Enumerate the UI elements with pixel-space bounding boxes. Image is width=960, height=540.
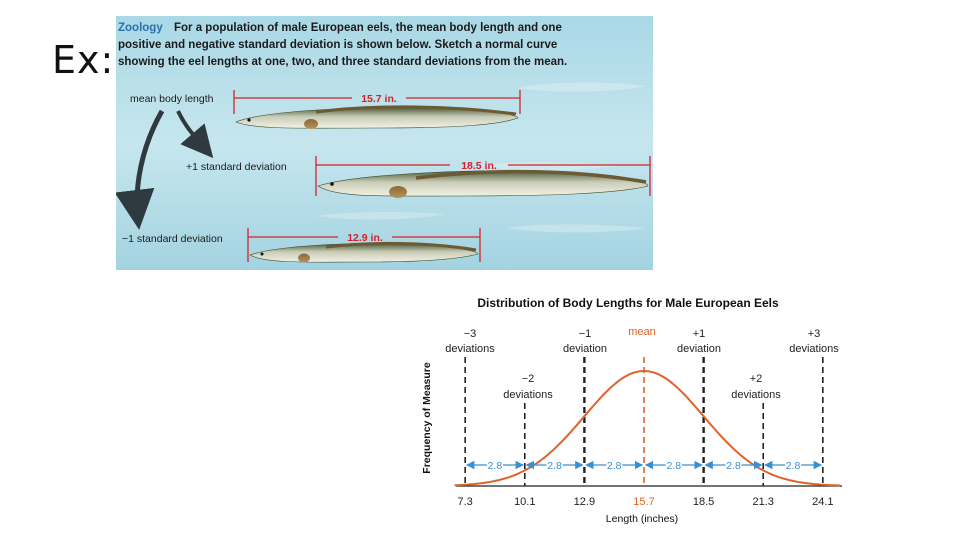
x-tick-label: 7.3 bbox=[458, 496, 473, 508]
problem-heading: Zoology bbox=[118, 22, 163, 34]
minus-one-sd-label: −1 standard deviation bbox=[122, 233, 223, 245]
slide-label: Ex: bbox=[52, 38, 115, 82]
problem-illustration: Zoology For a population of male Europea… bbox=[116, 16, 653, 270]
interval-label: 2.8 bbox=[488, 460, 503, 472]
x-tick-label: 10.1 bbox=[514, 496, 535, 508]
background-eels bbox=[316, 82, 646, 233]
pointer-arrow-minus bbox=[116, 109, 165, 230]
x-tick-label: 21.3 bbox=[753, 496, 774, 508]
interval-label: 2.8 bbox=[667, 460, 682, 472]
label-minus1-word: deviation bbox=[563, 343, 607, 355]
minus-length-value: 12.9 in. bbox=[347, 232, 383, 244]
chart-y-axis-label: Frequency of Measure bbox=[421, 362, 433, 474]
mean-length-value: 15.7 in. bbox=[361, 93, 397, 105]
mean-body-length-label: mean body length bbox=[130, 93, 214, 105]
mean-measure bbox=[233, 90, 521, 114]
plus-measure bbox=[315, 156, 651, 196]
interval-label: 2.8 bbox=[786, 460, 801, 472]
label-minus3-word: deviations bbox=[445, 343, 495, 355]
label-plus1-num: +1 bbox=[693, 328, 706, 340]
minus-measure bbox=[247, 228, 481, 262]
label-minus1-num: −1 bbox=[579, 328, 592, 340]
normal-distribution-chart: Distribution of Body Lengths for Male Eu… bbox=[421, 296, 842, 525]
interval-label: 2.8 bbox=[607, 460, 622, 472]
normal-curve bbox=[454, 369, 840, 487]
x-tick-label: 24.1 bbox=[812, 496, 833, 508]
label-plus1-word: deviation bbox=[677, 343, 721, 355]
chart-x-axis-label: Length (inches) bbox=[606, 513, 678, 525]
label-minus3-num: −3 bbox=[464, 328, 477, 340]
label-plus3-word: deviations bbox=[789, 343, 839, 355]
x-tick-label: 18.5 bbox=[693, 496, 714, 508]
interval-label: 2.8 bbox=[547, 460, 562, 472]
eel-mean bbox=[235, 105, 519, 129]
problem-line-1: For a population of male European eels, … bbox=[174, 22, 562, 34]
chart-title: Distribution of Body Lengths for Male Eu… bbox=[477, 296, 779, 310]
label-plus3-num: +3 bbox=[808, 328, 821, 340]
label-plus2-num: +2 bbox=[750, 373, 763, 385]
problem-line-2: positive and negative standard deviation… bbox=[118, 39, 557, 51]
label-plus2-word: deviations bbox=[731, 389, 781, 401]
eel-plus bbox=[317, 169, 649, 198]
x-tick-label: 12.9 bbox=[574, 496, 595, 508]
plus-length-value: 18.5 in. bbox=[461, 160, 497, 172]
plus-one-sd-label: +1 standard deviation bbox=[186, 161, 287, 173]
pointer-arrow-plus bbox=[176, 110, 214, 159]
eel-minus bbox=[249, 241, 479, 263]
label-minus2-num: −2 bbox=[522, 373, 535, 385]
label-minus2-word: deviations bbox=[503, 389, 553, 401]
x-tick-label: 15.7 bbox=[633, 496, 654, 508]
interval-label: 2.8 bbox=[726, 460, 741, 472]
problem-line-3: showing the eel lengths at one, two, and… bbox=[118, 56, 567, 68]
label-mean: mean bbox=[628, 326, 656, 338]
